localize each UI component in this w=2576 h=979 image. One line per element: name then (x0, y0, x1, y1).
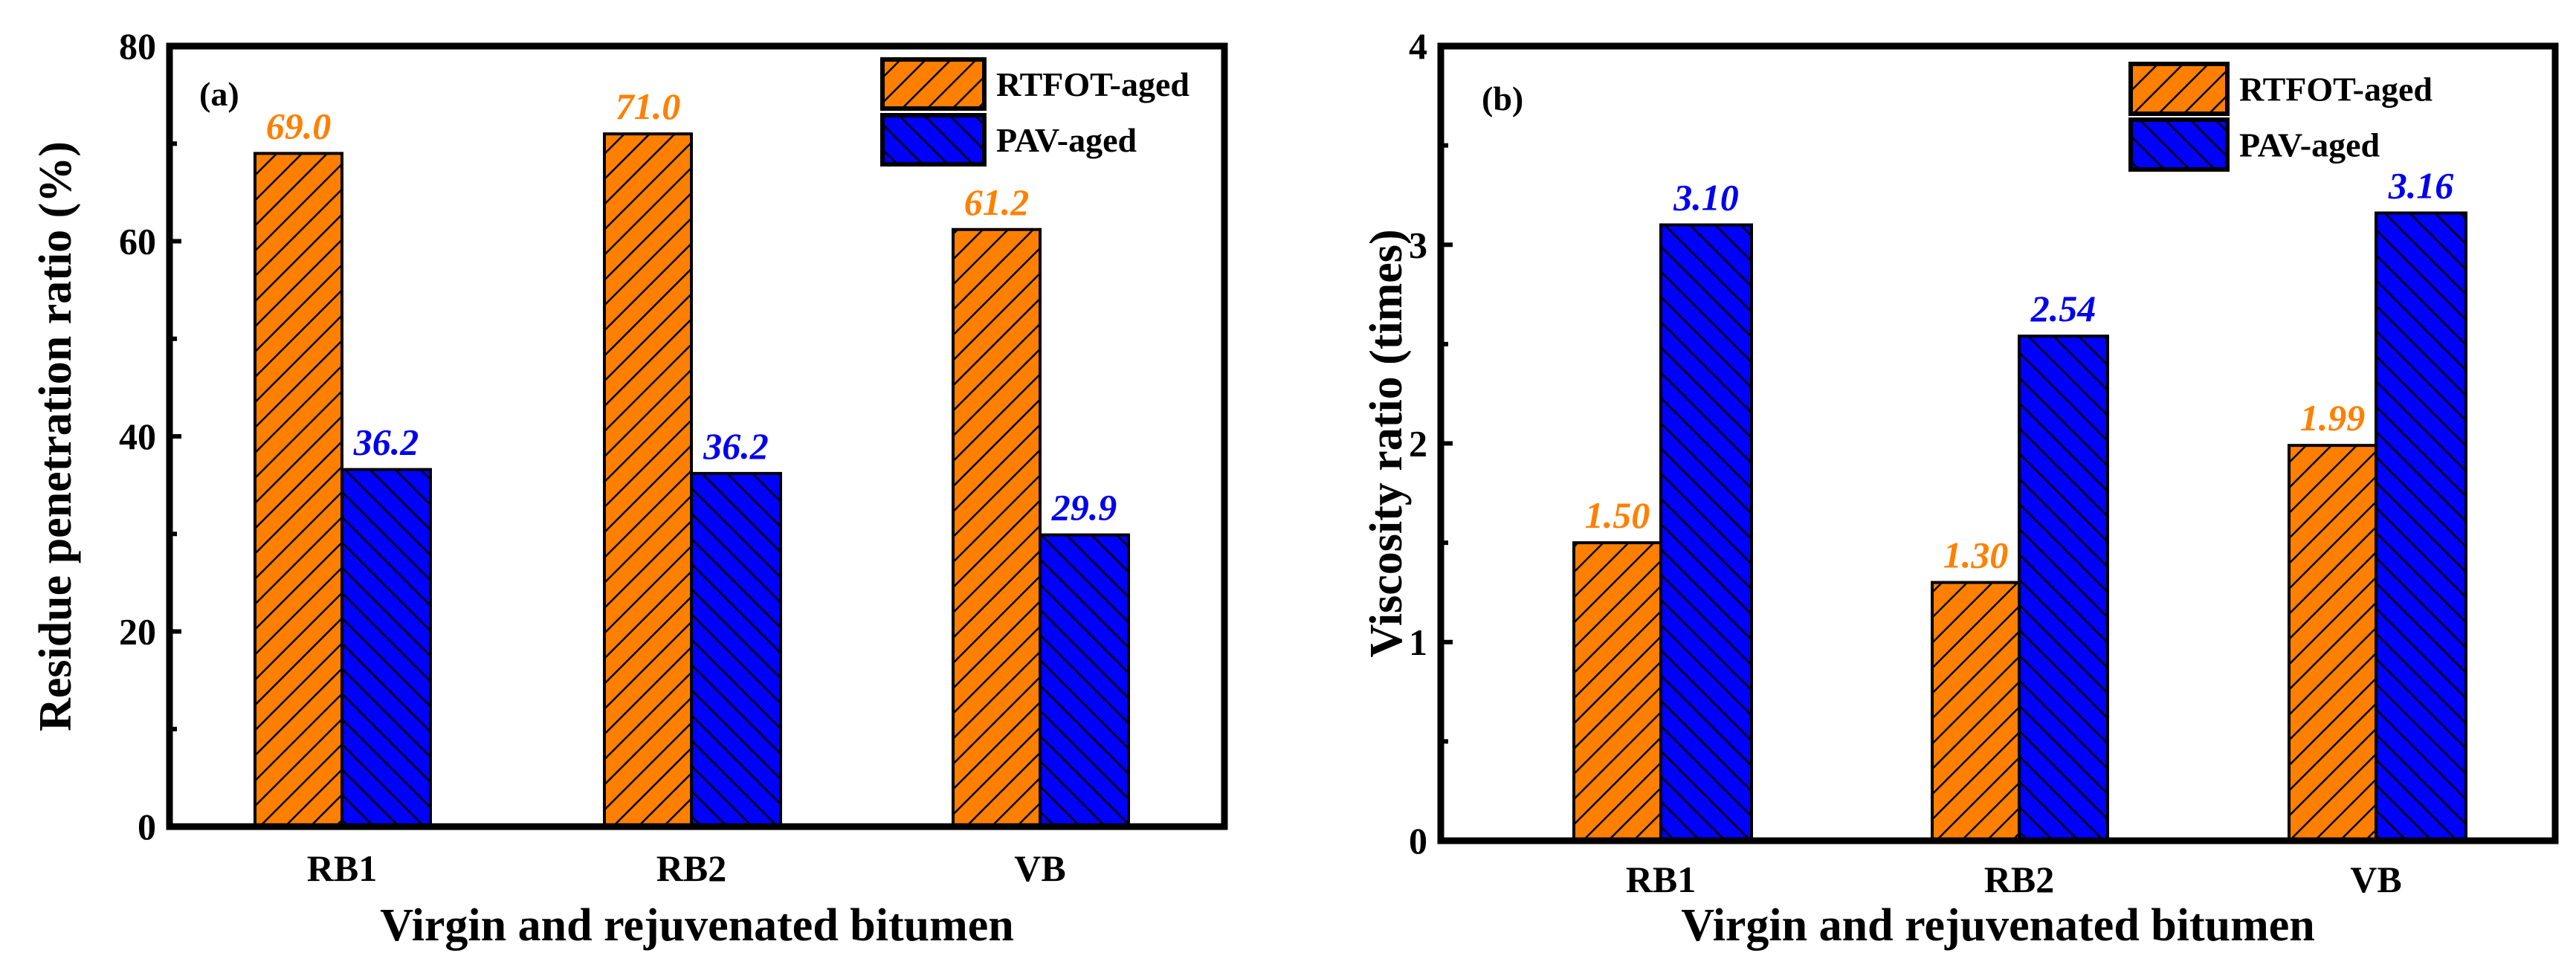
data-label: 71.0 (616, 85, 681, 127)
panel-label: (a) (199, 75, 239, 113)
y-tick-label: 3 (1409, 224, 1427, 265)
x-tick-label: RB1 (307, 847, 377, 889)
data-label: 3.10 (1673, 177, 1739, 219)
x-tick-label: RB2 (656, 847, 726, 889)
x-tick-label: RB1 (1626, 859, 1696, 900)
panel-label: (b) (1482, 80, 1523, 117)
panel-a-chart: 69.0 36.2 RB1 71.0 36.2 RB2 61.2 29.9 VB 0 20 40 60 8… (30, 25, 1228, 951)
y-tick-label: 2 (1409, 423, 1427, 465)
data-label: 69.0 (266, 105, 332, 146)
y-tick-label: 80 (119, 25, 156, 67)
bar-pavaged-rb2 (2018, 335, 2109, 842)
y-axis-title: Residue penetration ratio (%) (30, 141, 81, 731)
data-label: 61.2 (964, 181, 1030, 223)
bar-rtfotaged-vb (2288, 444, 2378, 842)
y-tick-label: 20 (119, 611, 156, 653)
legend-label: RTFOT-aged (2239, 71, 2433, 109)
y-tick-label: 60 (119, 221, 156, 262)
data-label: 1.30 (1943, 534, 2009, 576)
bar-pavaged-vb (1039, 533, 1130, 828)
x-axis-title: Virgin and rejuvenated bitumen (380, 900, 1014, 951)
x-axis-title: Virgin and rejuvenated bitumen (1681, 900, 2315, 951)
bar-pavaged-vb (2375, 211, 2467, 842)
data-label: 1.50 (1585, 494, 1650, 536)
x-tick-label: RB2 (1984, 859, 2054, 900)
bar-pavaged-rb2 (690, 471, 782, 828)
data-label: 29.9 (1051, 487, 1117, 529)
data-label: 36.2 (353, 421, 419, 463)
data-label: 1.99 (2300, 397, 2366, 439)
y-tick-label: 0 (138, 806, 156, 847)
data-label: 2.54 (2030, 288, 2096, 329)
bar-rtfotaged-rb1 (1572, 541, 1662, 842)
y-tick-label: 40 (119, 416, 156, 457)
legend-swatch-rtfot (880, 57, 987, 111)
bar-pavaged-rb1 (1659, 223, 1753, 842)
y-axis-title: Viscosity ratio (times) (1361, 229, 1412, 657)
data-label: 3.16 (2388, 164, 2454, 206)
bar-pavaged-rb1 (340, 468, 432, 828)
y-tick-label: 0 (1409, 820, 1427, 862)
legend-label: RTFOT-aged (996, 65, 1189, 103)
bar-rtfotaged-vb (952, 227, 1042, 828)
legend-swatch-pav (2128, 117, 2230, 172)
bar-rtfotaged-rb1 (254, 152, 343, 828)
bar-rtfotaged-rb2 (1931, 581, 2021, 842)
x-tick-label: VB (2350, 859, 2401, 900)
bar-rtfotaged-rb2 (603, 132, 693, 828)
y-tick-label: 4 (1409, 25, 1427, 67)
data-label: 36.2 (703, 425, 769, 467)
legend-label: PAV-aged (996, 121, 1137, 159)
x-tick-label: VB (1014, 847, 1065, 889)
panel-b-chart: 1.50 3.10 RB1 1.30 2.54 RB2 1.99 3.16 VB 0 1 2 3 4 Vir… (1361, 25, 2559, 951)
legend-swatch-pav (880, 113, 987, 167)
legend-swatch-rtfot (2128, 62, 2230, 116)
y-tick-label: 1 (1409, 621, 1427, 663)
legend-label: PAV-aged (2239, 126, 2380, 164)
